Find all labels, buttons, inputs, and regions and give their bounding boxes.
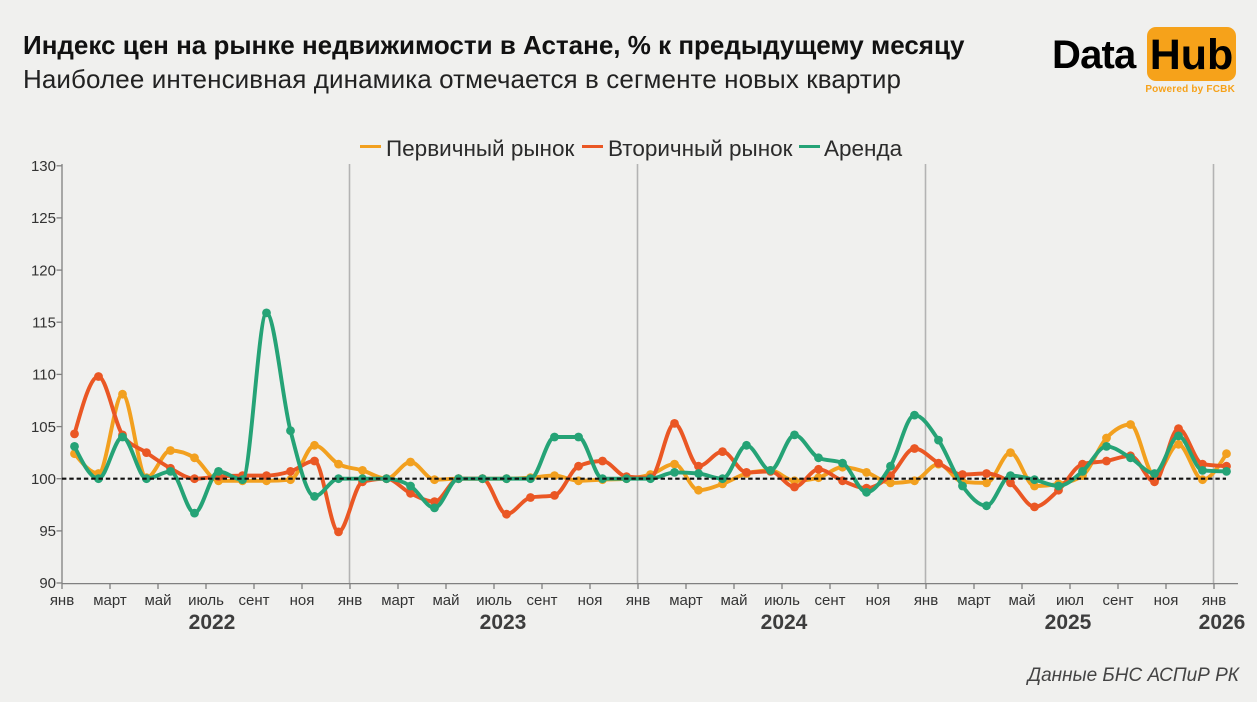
svg-text:ноя: ноя — [866, 592, 891, 609]
svg-text:100: 100 — [31, 471, 56, 488]
svg-text:март: март — [93, 592, 127, 609]
svg-text:июль: июль — [476, 592, 512, 609]
svg-text:июль: июль — [764, 592, 800, 609]
svg-text:янв: янв — [626, 592, 650, 609]
svg-text:ноя: ноя — [578, 592, 603, 609]
svg-text:2026: 2026 — [1199, 611, 1246, 634]
svg-text:110: 110 — [32, 367, 56, 384]
svg-text:90: 90 — [39, 575, 56, 592]
svg-text:130: 130 — [31, 158, 56, 175]
svg-text:июль: июль — [188, 592, 224, 609]
svg-text:2023: 2023 — [480, 611, 527, 634]
svg-text:ноя: ноя — [1154, 592, 1179, 609]
svg-text:май: май — [144, 592, 171, 609]
svg-text:125: 125 — [31, 210, 56, 227]
svg-text:июл: июл — [1056, 592, 1084, 609]
svg-text:сент: сент — [1103, 592, 1134, 609]
svg-text:март: март — [957, 592, 991, 609]
svg-text:115: 115 — [32, 314, 56, 331]
svg-text:янв: янв — [914, 592, 938, 609]
svg-text:май: май — [720, 592, 747, 609]
svg-text:янв: янв — [50, 592, 74, 609]
svg-text:сент: сент — [527, 592, 558, 609]
svg-text:120: 120 — [31, 262, 56, 279]
svg-text:янв: янв — [338, 592, 362, 609]
svg-text:май: май — [1008, 592, 1035, 609]
svg-text:сент: сент — [239, 592, 270, 609]
svg-text:105: 105 — [31, 419, 56, 436]
svg-text:2025: 2025 — [1045, 611, 1092, 634]
svg-text:ноя: ноя — [290, 592, 315, 609]
svg-text:янв: янв — [1202, 592, 1226, 609]
svg-text:март: март — [669, 592, 703, 609]
svg-text:май: май — [432, 592, 459, 609]
svg-text:сент: сент — [815, 592, 846, 609]
svg-text:95: 95 — [39, 523, 56, 540]
svg-text:2022: 2022 — [189, 611, 236, 634]
svg-text:март: март — [381, 592, 415, 609]
svg-text:2024: 2024 — [761, 611, 808, 634]
